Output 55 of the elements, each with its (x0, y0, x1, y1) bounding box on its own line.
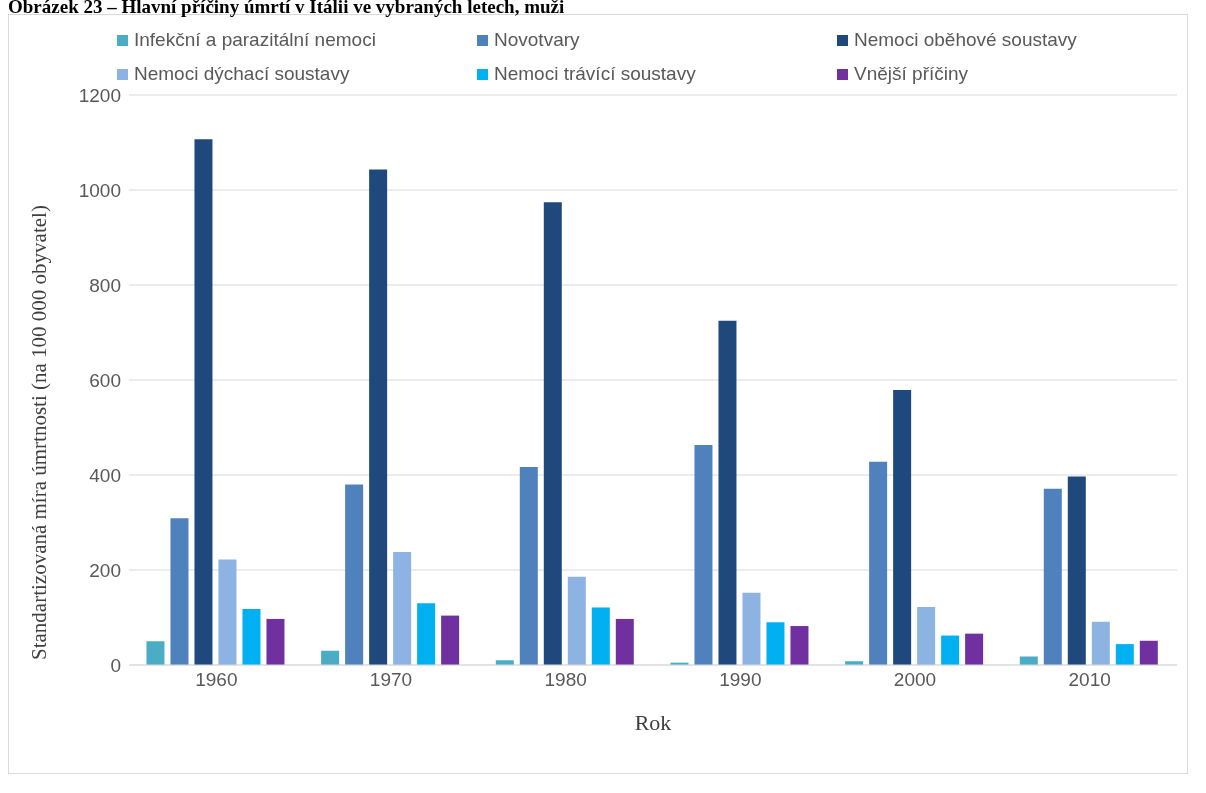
bar (965, 633, 984, 665)
bar (543, 202, 562, 665)
bar (417, 603, 436, 665)
bar (893, 389, 912, 665)
bar (218, 559, 237, 665)
chart-title: Obrázek 23 – Hlavní příčiny úmrtí v Itálii ve vybraných letech, muži (8, 0, 566, 17)
bar (194, 139, 213, 665)
x-axis-title: Rok (634, 710, 672, 735)
legend-label: Novotvary (493, 29, 581, 51)
bar (615, 618, 634, 665)
x-tick-label: 1990 (719, 669, 762, 691)
bar (170, 518, 189, 665)
bar (345, 484, 364, 665)
bar (1115, 644, 1134, 665)
legend-label: Infekční a parazitální nemoci (133, 29, 377, 51)
bar (321, 650, 340, 665)
x-tick-label: 2010 (1068, 669, 1111, 691)
bar (742, 592, 761, 665)
y-tick-label: 600 (89, 369, 121, 391)
bar (790, 626, 809, 665)
legend-label: Nemoci dýchací soustavy (133, 63, 351, 85)
bar (766, 622, 785, 665)
y-tick-label: 800 (89, 274, 121, 296)
y-tick-label: 400 (89, 464, 121, 486)
bar (694, 445, 713, 665)
x-tick-label: 1960 (195, 669, 238, 691)
legend-label: Nemoci trávící soustavy (493, 63, 697, 85)
bar (869, 461, 888, 665)
bar (441, 615, 460, 665)
bar (1043, 488, 1062, 665)
bar (1019, 656, 1038, 665)
bar (146, 641, 165, 665)
bar (369, 169, 388, 665)
bar (266, 618, 285, 665)
bar (591, 607, 610, 665)
bar (718, 320, 737, 665)
y-tick-label: 200 (89, 559, 121, 581)
bar (941, 635, 960, 665)
bar (393, 551, 412, 665)
bar (1139, 640, 1158, 665)
y-tick-label: 1200 (78, 84, 121, 106)
legend-label: Vnější příčiny (853, 63, 970, 85)
bar (519, 466, 538, 665)
bar (1067, 476, 1086, 665)
x-tick-label: 2000 (893, 669, 937, 691)
legend-label: Nemoci oběhové soustavy (853, 29, 1078, 51)
bar (917, 607, 936, 665)
y-tick-label: 0 (110, 654, 121, 676)
y-tick-label: 1000 (78, 179, 121, 201)
y-axis-title: Standartizovaná míra úmrtnosti (na 100 000 obyvatel) (27, 205, 52, 660)
bar (1091, 621, 1110, 665)
x-tick-label: 1980 (544, 669, 587, 691)
bar (242, 608, 261, 665)
bar (567, 576, 586, 665)
x-tick-label: 1970 (369, 669, 413, 691)
